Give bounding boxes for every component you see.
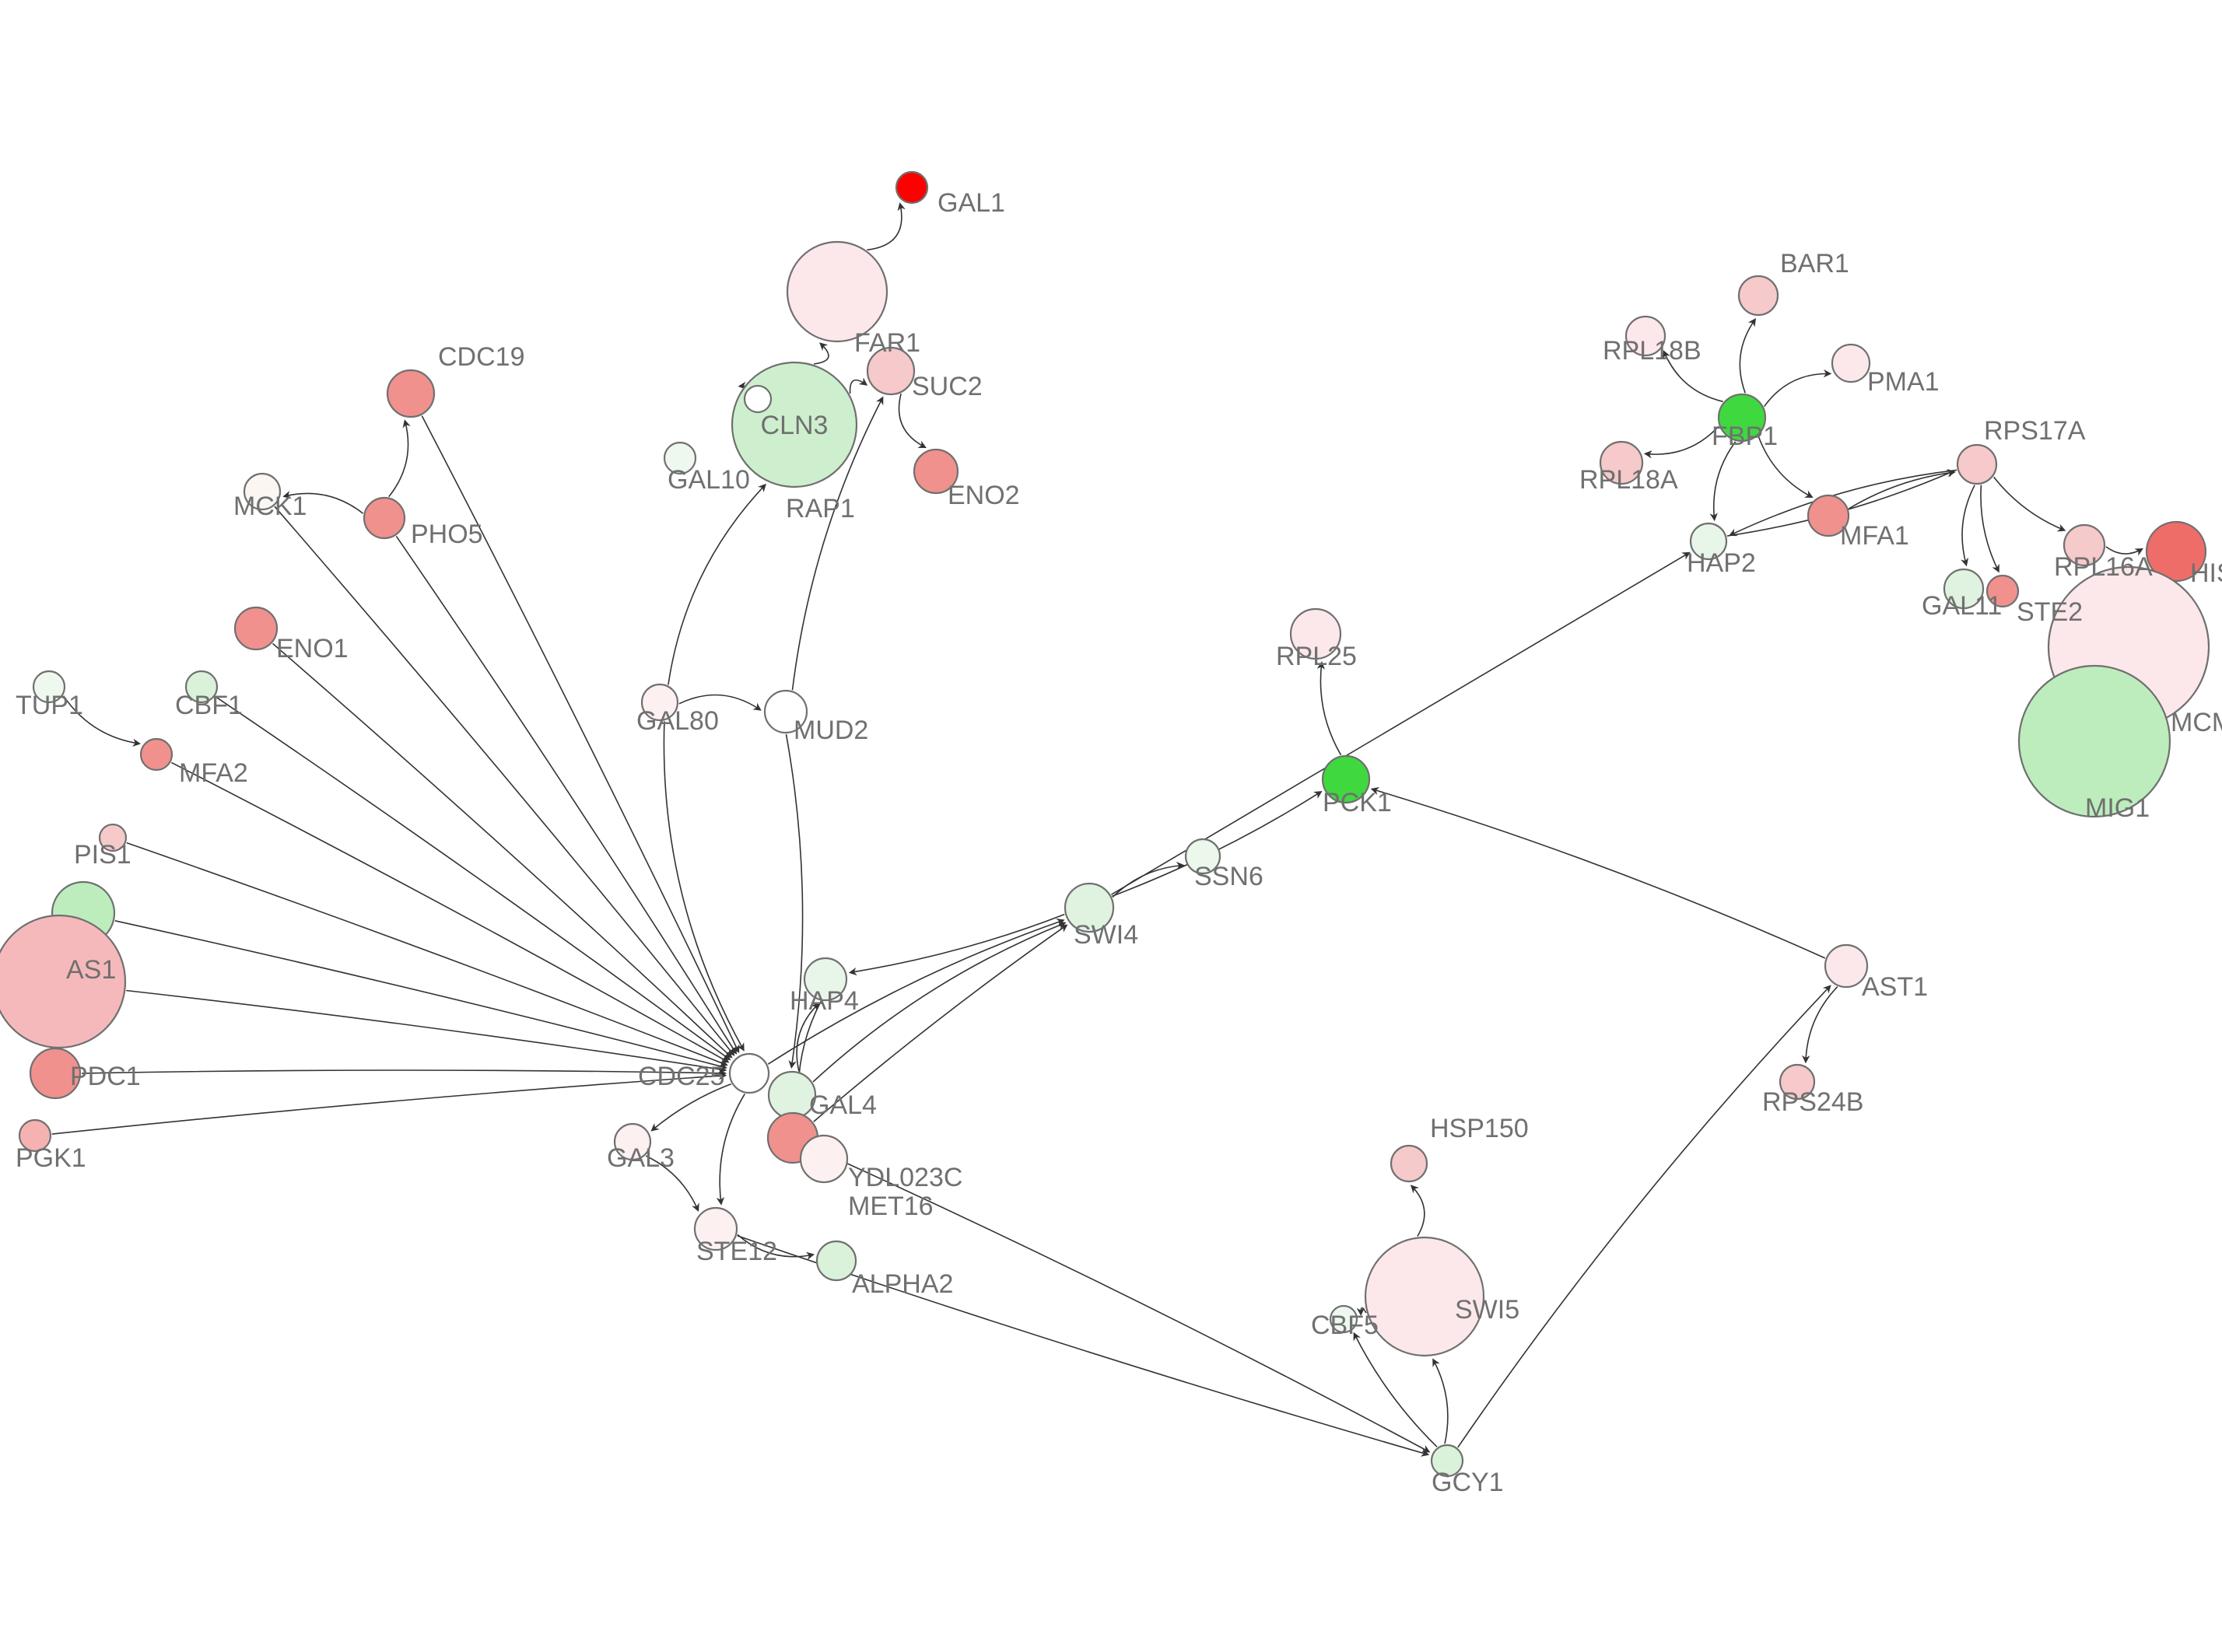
svg-text:PDC1: PDC1 — [70, 1062, 141, 1091]
svg-text:GAL3: GAL3 — [607, 1143, 675, 1173]
svg-text:STE12: STE12 — [696, 1237, 777, 1266]
svg-text:GAL4: GAL4 — [809, 1090, 877, 1120]
svg-text:GAL11: GAL11 — [1922, 591, 2002, 621]
svg-text:RPS24B: RPS24B — [1762, 1087, 1863, 1117]
svg-text:GCY1: GCY1 — [1432, 1468, 1504, 1497]
svg-text:GAL1: GAL1 — [938, 188, 1005, 218]
svg-text:GAL80: GAL80 — [636, 706, 719, 736]
svg-text:ALPHA2: ALPHA2 — [852, 1269, 953, 1299]
svg-text:ENO1: ENO1 — [276, 634, 349, 663]
svg-text:RPS17A: RPS17A — [1984, 416, 2086, 446]
svg-text:GAL10: GAL10 — [668, 465, 750, 495]
svg-text:HSP150: HSP150 — [1430, 1114, 1529, 1143]
svg-text:FAR1: FAR1 — [854, 328, 920, 358]
svg-text:RPL25: RPL25 — [1276, 642, 1357, 671]
svg-text:RPL16A: RPL16A — [2054, 552, 2153, 582]
svg-text:MFA2: MFA2 — [179, 758, 248, 788]
svg-text:ENO2: ENO2 — [948, 481, 1020, 510]
svg-text:AS1: AS1 — [66, 955, 116, 985]
svg-text:CDC19: CDC19 — [438, 342, 524, 372]
svg-text:STE2: STE2 — [2017, 597, 2083, 627]
svg-text:PIS1: PIS1 — [74, 840, 131, 870]
svg-text:MFA1: MFA1 — [1840, 521, 1909, 551]
svg-text:FBP1: FBP1 — [1712, 422, 1778, 451]
svg-text:MET16: MET16 — [848, 1192, 934, 1221]
svg-text:CLN3: CLN3 — [761, 411, 829, 440]
svg-text:RAP1: RAP1 — [786, 494, 855, 523]
svg-text:SWI4: SWI4 — [1074, 920, 1138, 950]
svg-text:MUD2: MUD2 — [794, 716, 868, 745]
svg-text:SWI5: SWI5 — [1455, 1295, 1519, 1325]
svg-text:TUP1: TUP1 — [16, 691, 83, 720]
svg-text:CDC25: CDC25 — [638, 1062, 724, 1091]
svg-text:PCK1: PCK1 — [1323, 788, 1392, 817]
svg-text:PGK1: PGK1 — [16, 1143, 86, 1173]
svg-text:PHO5: PHO5 — [411, 520, 483, 549]
svg-text:AST1: AST1 — [1862, 972, 1928, 1002]
svg-text:CBF1: CBF1 — [175, 691, 243, 720]
svg-text:RPL18A: RPL18A — [1579, 465, 1678, 495]
svg-text:HAP2: HAP2 — [1687, 548, 1756, 578]
svg-text:SUC2: SUC2 — [912, 372, 983, 401]
svg-text:HAP4: HAP4 — [790, 986, 859, 1016]
svg-text:BAR1: BAR1 — [1780, 249, 1849, 278]
svg-text:PMA1: PMA1 — [1867, 367, 1940, 397]
svg-text:CBF5: CBF5 — [1311, 1311, 1379, 1340]
svg-text:YDL023C: YDL023C — [848, 1163, 962, 1192]
svg-text:MCM1: MCM1 — [2171, 708, 2222, 737]
svg-text:HIS4: HIS4 — [2190, 558, 2222, 588]
svg-text:RPL18B: RPL18B — [1603, 336, 1702, 366]
svg-text:MCK1: MCK1 — [233, 492, 307, 521]
svg-text:SSN6: SSN6 — [1194, 862, 1263, 891]
svg-text:MIG1: MIG1 — [2085, 793, 2150, 823]
